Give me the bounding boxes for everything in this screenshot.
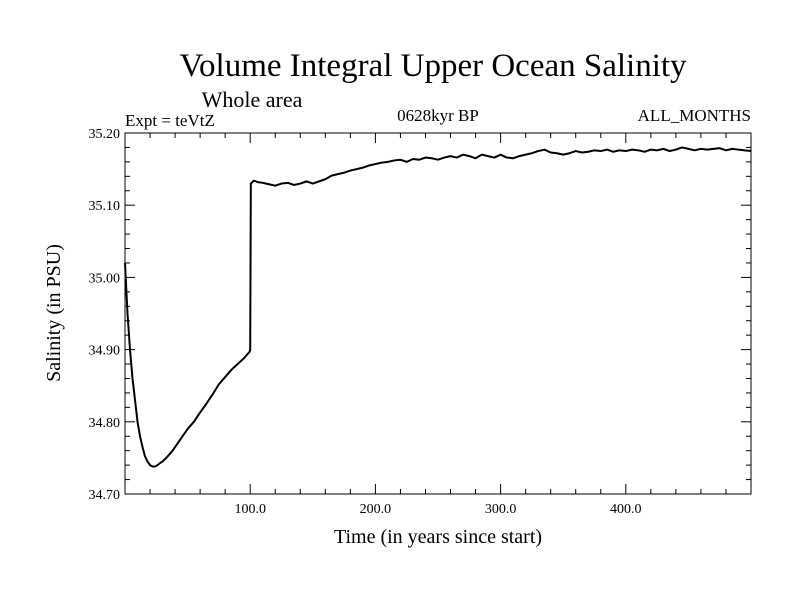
y-tick-label: 35.20 <box>89 127 121 142</box>
axis-ticks <box>125 132 751 495</box>
y-tick-labels: 34.70 34.80 34.90 35.00 35.10 35.20 <box>89 127 121 503</box>
salinity-series-line <box>124 146 752 468</box>
y-tick-label: 34.90 <box>89 344 121 359</box>
y-tick-label: 35.10 <box>89 199 121 214</box>
y-axis-label: Salinity (in PSU) <box>43 244 65 382</box>
period-label: 0628kyr BP <box>397 106 479 125</box>
x-tick-label: 100.0 <box>234 502 266 517</box>
y-tick-label: 34.70 <box>89 488 121 503</box>
experiment-label: Expt = teVtZ <box>125 111 215 130</box>
x-axis-label: Time (in years since start) <box>334 526 542 548</box>
x-tick-label: 300.0 <box>485 502 517 517</box>
x-tick-label: 400.0 <box>610 502 642 517</box>
chart-subtitle: Whole area <box>202 87 303 112</box>
plot-frame <box>124 132 752 495</box>
x-tick-label: 200.0 <box>360 502 392 517</box>
x-tick-labels: 100.0 200.0 300.0 400.0 <box>234 502 641 517</box>
y-tick-label: 35.00 <box>89 271 121 286</box>
chart-title: Volume Integral Upper Ocean Salinity <box>179 48 687 84</box>
y-tick-label: 34.80 <box>89 416 121 431</box>
months-label: ALL_MONTHS <box>638 106 751 125</box>
